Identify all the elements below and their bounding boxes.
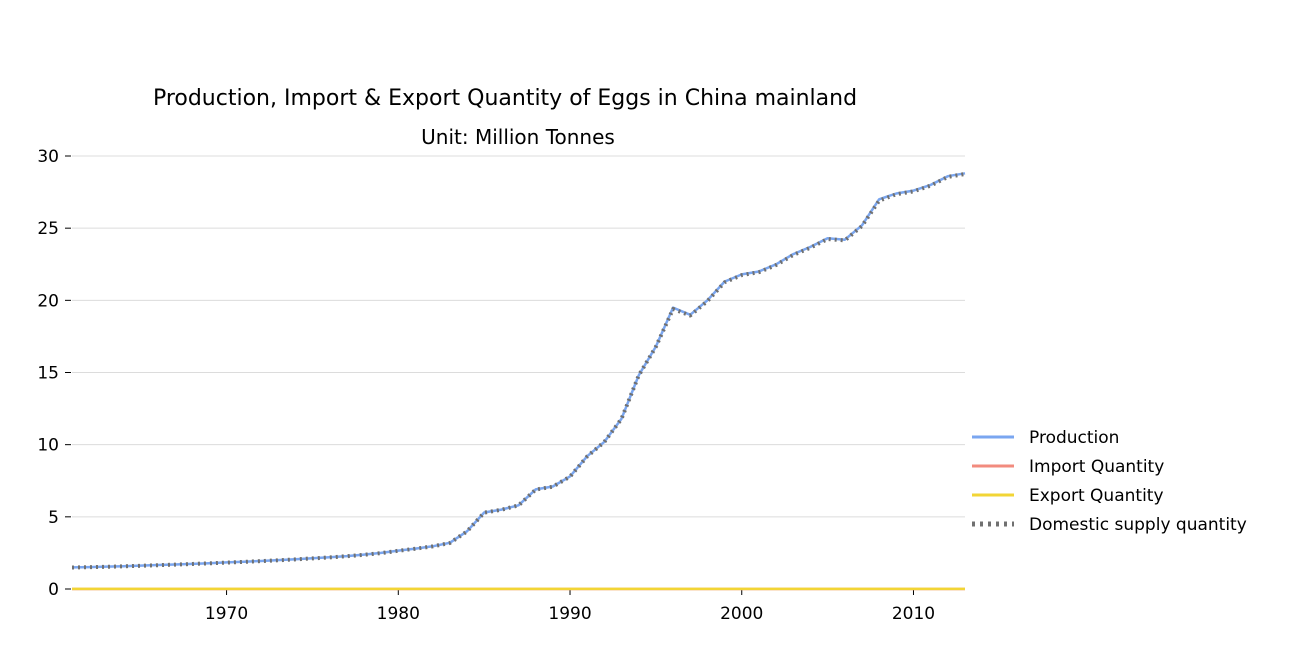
y-tick-label: 5: [48, 508, 59, 528]
series-line-domestic-supply-quantity: [71, 172, 966, 570]
y-tick-label: 20: [37, 291, 59, 311]
x-axis: 1970 1980 1990 2000 2010: [205, 590, 935, 624]
y-tick-label: 25: [37, 219, 59, 239]
x-tick-label: 1990: [548, 604, 591, 624]
legend-label: Import Quantity: [1029, 457, 1164, 477]
chart-subtitle: Unit: Million Tonnes: [421, 125, 615, 149]
y-axis: 0 5 10 15 20 25 30: [37, 147, 71, 600]
legend-label: Export Quantity: [1029, 486, 1164, 506]
y-tick-label: 0: [48, 580, 59, 600]
legend-label: Production: [1029, 428, 1119, 448]
series-line-production: [71, 172, 966, 569]
legend-label: Domestic supply quantity: [1029, 515, 1247, 535]
y-tick-label: 30: [37, 147, 59, 167]
legend: Production Import Quantity Export Quantity…: [972, 428, 1247, 535]
x-tick-label: 1970: [205, 604, 248, 624]
x-tick-label: 2010: [892, 604, 935, 624]
grid-layer: [72, 155, 965, 518]
y-tick-label: 10: [37, 436, 59, 456]
series-layer: [71, 172, 966, 591]
y-tick-label: 15: [37, 364, 59, 384]
chart-title: Production, Import & Export Quantity of …: [153, 86, 857, 111]
x-tick-label: 1980: [377, 604, 420, 624]
x-tick-label: 2000: [720, 604, 763, 624]
